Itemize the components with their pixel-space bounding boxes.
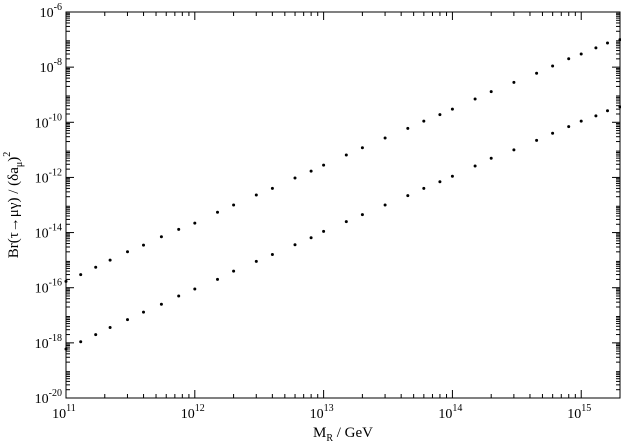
y-axis-label: Br(τ→μγ) / (δaμ)2 — [2, 152, 25, 258]
series-1-point — [535, 71, 539, 75]
series-2-point — [567, 125, 571, 129]
y-tick-label: 10-6 — [40, 2, 62, 21]
series-2-point — [594, 114, 598, 118]
series-1-point — [606, 41, 609, 45]
y-tick-label: 10-20 — [35, 388, 62, 407]
series-1-point — [309, 169, 313, 173]
series-2-point — [383, 203, 387, 207]
y-tick-labels: 10-20 10-18 10-16 10-14 10-12 10-10 10-8 10-6 — [35, 2, 62, 407]
series-1-point — [360, 146, 364, 150]
series-1-point — [232, 203, 236, 207]
series-1-point — [489, 90, 493, 94]
x-tick-label: 1014 — [438, 403, 462, 422]
series-2-point — [322, 229, 326, 233]
series-2-point — [606, 109, 609, 113]
series-2-point — [450, 174, 454, 178]
series-1-point — [594, 46, 598, 50]
x-tick-label: 1011 — [52, 403, 76, 422]
y-tick-label: 10-16 — [35, 278, 62, 297]
y-tick-label: 10-12 — [35, 167, 62, 186]
series-1-point — [216, 210, 219, 214]
series-1-point — [422, 119, 426, 123]
series-2-point — [159, 302, 163, 306]
series-2-point — [216, 277, 219, 281]
series-1-point — [567, 57, 571, 61]
series-1-point — [438, 113, 442, 117]
series-2-point — [79, 340, 83, 344]
series-1-point — [344, 153, 348, 157]
series-2-point — [438, 180, 442, 184]
series-2-point — [193, 287, 197, 291]
series-2-point — [618, 105, 621, 109]
series-2-point — [64, 347, 68, 351]
y-tick-label: 10-18 — [35, 333, 62, 352]
series-1-point — [406, 126, 410, 130]
series-2-point — [293, 243, 297, 247]
series-2-point — [422, 186, 426, 190]
series-1-point — [126, 250, 129, 254]
series-1-point — [108, 258, 112, 262]
series-2-point — [579, 119, 583, 123]
series-2-point — [489, 156, 493, 160]
major-ticks — [65, 11, 620, 399]
series-1-point — [579, 52, 583, 56]
series-1-point — [94, 265, 98, 269]
plot-frame — [65, 11, 621, 399]
series-2-point — [551, 131, 555, 135]
x-axis-label: MR / GeV — [313, 425, 373, 443]
series-1-point — [270, 186, 274, 190]
series-2-point — [108, 326, 112, 329]
series-1-point — [64, 279, 68, 283]
series-1-point — [473, 97, 477, 101]
series-1-point — [177, 227, 181, 231]
series-2-point — [473, 164, 477, 168]
series-2-point — [512, 148, 516, 152]
series-1-point — [142, 243, 145, 247]
series-2-point — [406, 194, 410, 198]
series-2-point — [94, 333, 98, 337]
series-2-point — [344, 220, 348, 224]
x-tick-labels: 1011 1012 1013 1014 1015 — [52, 403, 591, 422]
x-tick-label: 1015 — [567, 403, 591, 422]
series-1-point — [322, 163, 326, 167]
series-2-point — [126, 318, 129, 322]
series-1-point — [293, 176, 297, 180]
x-tick-label: 1012 — [181, 403, 205, 422]
series-2-point — [232, 269, 236, 273]
x-tick-label: 1013 — [310, 403, 334, 422]
series-2-point — [309, 236, 313, 240]
series-2-point — [254, 259, 258, 263]
series-2-point — [142, 310, 145, 314]
y-tick-label: 10-14 — [35, 223, 62, 242]
data-points — [64, 38, 621, 351]
series-2-point — [360, 213, 364, 217]
series-1-point — [79, 273, 83, 277]
series-1-point — [551, 64, 555, 68]
series-1-point — [512, 80, 516, 84]
series-1-point — [254, 193, 258, 197]
series-1-point — [618, 38, 621, 42]
series-2-point — [177, 294, 181, 298]
series-1-point — [159, 235, 163, 239]
series-2-point — [535, 138, 539, 142]
minor-ticks — [66, 12, 620, 398]
series-1-point — [450, 107, 454, 111]
series-1-point — [193, 221, 197, 225]
series-2-point — [270, 253, 274, 256]
y-tick-label: 10-10 — [35, 112, 62, 131]
y-tick-label: 10-8 — [40, 57, 62, 76]
series-1-point — [383, 136, 387, 140]
